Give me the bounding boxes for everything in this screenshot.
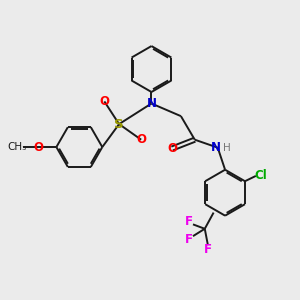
Text: H: H	[223, 142, 231, 153]
Text: Cl: Cl	[255, 169, 268, 182]
Text: O: O	[99, 95, 110, 108]
Text: O: O	[34, 141, 44, 154]
Text: CH₃: CH₃	[7, 142, 26, 152]
Text: F: F	[184, 232, 193, 246]
Text: F: F	[184, 215, 193, 228]
Text: N: N	[211, 141, 221, 154]
Text: S: S	[114, 118, 124, 130]
Text: O: O	[136, 133, 146, 146]
Text: F: F	[204, 243, 212, 256]
Text: N: N	[146, 97, 157, 110]
Text: O: O	[167, 142, 177, 155]
